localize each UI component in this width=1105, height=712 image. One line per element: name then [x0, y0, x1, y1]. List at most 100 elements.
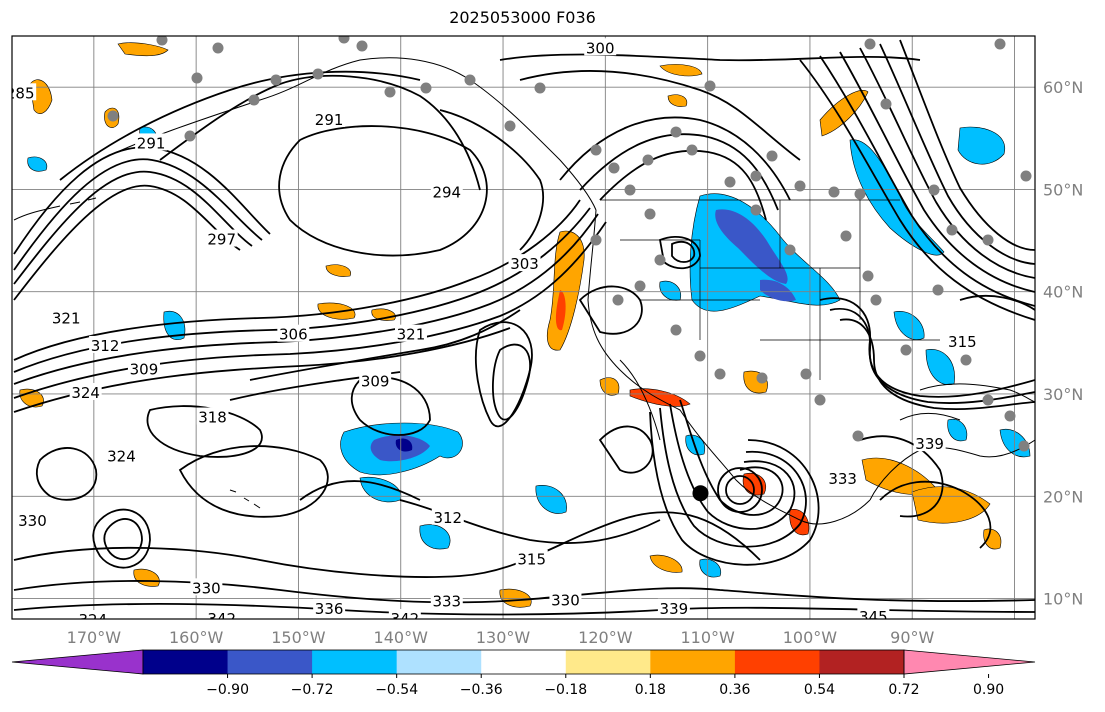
longitude-label: 160°W — [169, 628, 224, 647]
station-dot — [534, 82, 546, 94]
map-content: 300 291 291 294 297 303 321 312 306 321 309 309 324 3… — [12, 36, 1035, 629]
longitude-label: 130°W — [476, 628, 531, 647]
station-dot — [854, 188, 866, 200]
contour-label: 291 — [137, 134, 166, 152]
longitude-label: 170°W — [67, 628, 122, 647]
contour-label: 303 — [510, 255, 539, 273]
station-dot — [862, 270, 874, 282]
colorbar-segment — [650, 650, 736, 674]
station-dot — [107, 110, 119, 122]
contour-label-bg — [50, 308, 83, 326]
station-dot — [608, 162, 620, 174]
longitude-label: 90°W — [890, 628, 934, 647]
station-dot — [784, 244, 796, 256]
contour-label: 333 — [432, 593, 461, 611]
contour-label-bg — [549, 590, 582, 608]
contour-label-bg — [313, 598, 346, 616]
station-dot — [750, 204, 762, 216]
station-dot — [994, 38, 1006, 50]
colorbar — [11, 649, 1036, 675]
colorbar-tick-label: −0.36 — [460, 682, 503, 698]
station-dot — [864, 38, 876, 50]
station-dot — [644, 208, 656, 220]
contour-label: 300 — [586, 39, 615, 57]
station-dot — [670, 126, 682, 138]
contour-label: 321 — [397, 326, 426, 344]
station-dot — [156, 36, 168, 46]
colorbar-segment — [734, 650, 820, 674]
station-dot — [870, 294, 882, 306]
station-dot — [356, 40, 368, 52]
colorbar-tick-label: 0.18 — [635, 682, 666, 698]
longitude-label: 110°W — [680, 628, 735, 647]
contour-label: 324 — [78, 611, 107, 629]
contour-label: 291 — [315, 111, 344, 129]
contour-label-bg — [584, 38, 617, 56]
latitude-labels: 60°N 50°N 40°N 30°N 20°N 10°N — [1043, 78, 1083, 608]
station-dot — [766, 150, 778, 162]
station-dot — [900, 344, 912, 356]
station-dot — [932, 284, 944, 296]
station-dot — [624, 184, 636, 196]
contour-label-bg — [127, 359, 160, 377]
contour-label: 309 — [130, 360, 159, 378]
contour-label-bg — [515, 549, 548, 567]
colorbar-extend-high — [903, 649, 1036, 675]
contour-label-bg — [190, 578, 223, 596]
contour-label-bg — [89, 335, 122, 353]
station-dot — [800, 368, 812, 380]
station-dot — [654, 254, 666, 266]
station-dot — [420, 82, 432, 94]
contour-label-bg — [105, 446, 138, 464]
station-dot — [670, 324, 682, 336]
station-dot — [270, 74, 282, 86]
station-dot — [852, 430, 864, 442]
station-dot — [312, 68, 324, 80]
contour-label-bg — [135, 133, 168, 151]
latitude-label: 40°N — [1043, 283, 1083, 302]
station-markers — [107, 36, 1032, 452]
contour-label: 330 — [192, 579, 221, 597]
contour-label-bg — [277, 324, 310, 342]
station-dot — [212, 42, 224, 54]
contour-label: 312 — [91, 337, 120, 355]
contour-label-bg — [857, 606, 890, 619]
contour-label: 324 — [107, 447, 136, 465]
station-dot — [880, 98, 892, 110]
colorbar-segment — [396, 650, 482, 674]
station-dot — [1004, 410, 1016, 422]
contour-label-bg — [313, 109, 346, 127]
contour-label-bg — [205, 609, 238, 619]
contour-label-bg — [946, 331, 979, 349]
station-dot — [590, 234, 602, 246]
colorbar-frame — [142, 649, 905, 675]
contour-label-bg — [508, 254, 541, 272]
contour-label-bg — [205, 229, 238, 247]
colorbar-tick-label: −0.72 — [291, 682, 334, 698]
station-dot — [686, 144, 698, 156]
contour-label: 294 — [432, 184, 461, 202]
colorbar-extend-low — [11, 649, 144, 675]
coastlines — [13, 57, 1035, 525]
contour-label-bg — [431, 507, 464, 525]
colorbar-segment — [227, 650, 313, 674]
contour-label: 342 — [391, 610, 420, 628]
station-dot — [960, 354, 972, 366]
latitude-label: 30°N — [1043, 385, 1083, 404]
contour-label-bg — [76, 610, 109, 619]
contour-label-bg — [430, 182, 463, 200]
contour-label: 339 — [915, 435, 944, 453]
colorbar-segment — [481, 650, 567, 674]
contour-label-bg — [826, 468, 859, 486]
contour-label: 330 — [18, 512, 47, 530]
station-dot — [814, 394, 826, 406]
station-dot — [794, 180, 806, 192]
contour-label-bg — [359, 371, 392, 389]
shaded-areas — [19, 42, 1031, 608]
station-dot — [1020, 170, 1032, 182]
colorbar-tick-label: 0.90 — [973, 682, 1004, 698]
latitude-label: 20°N — [1043, 487, 1083, 506]
contour-label: 336 — [315, 600, 344, 618]
contour-label-bg — [430, 591, 463, 609]
